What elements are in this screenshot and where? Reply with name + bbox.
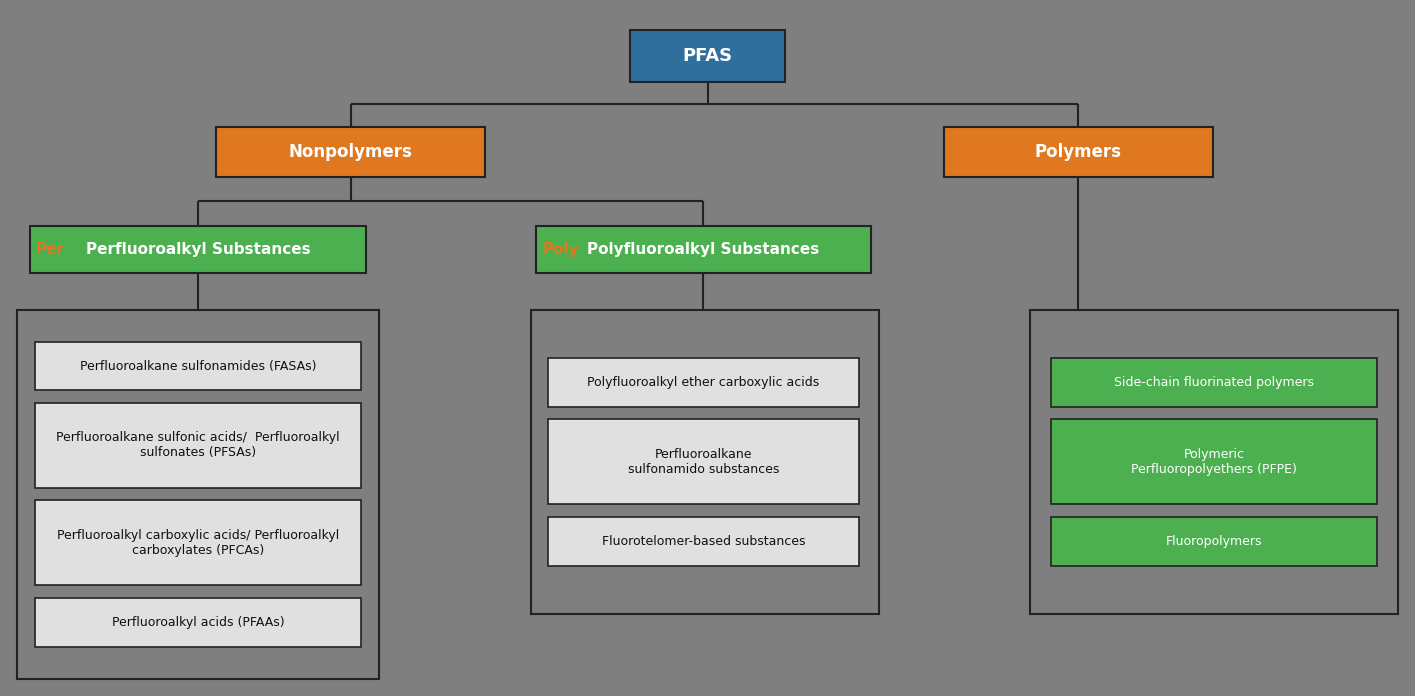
Text: Nonpolymers: Nonpolymers [289, 143, 413, 161]
FancyBboxPatch shape [35, 403, 361, 488]
FancyBboxPatch shape [35, 598, 361, 647]
Text: PFAS: PFAS [682, 47, 733, 65]
Text: Perfluoroalkane
sulfonamido substances: Perfluoroalkane sulfonamido substances [628, 448, 778, 476]
Text: Polymers: Polymers [1034, 143, 1122, 161]
FancyBboxPatch shape [535, 226, 870, 273]
Text: Poly: Poly [543, 242, 580, 257]
FancyBboxPatch shape [944, 127, 1213, 177]
FancyBboxPatch shape [1051, 419, 1377, 504]
FancyBboxPatch shape [548, 419, 859, 504]
FancyBboxPatch shape [630, 30, 785, 81]
FancyBboxPatch shape [31, 226, 365, 273]
FancyBboxPatch shape [548, 358, 859, 406]
Text: Polyfluoroalkyl ether carboxylic acids: Polyfluoroalkyl ether carboxylic acids [587, 376, 819, 389]
Text: Perfluoroalkyl Substances: Perfluoroalkyl Substances [86, 242, 310, 257]
Text: Perfluoroalkane sulfonic acids/  Perfluoroalkyl
sulfonates (PFSAs): Perfluoroalkane sulfonic acids/ Perfluor… [57, 432, 340, 459]
Text: Polyfluoroalkyl Substances: Polyfluoroalkyl Substances [587, 242, 819, 257]
Text: Perfluoroalkane sulfonamides (FASAs): Perfluoroalkane sulfonamides (FASAs) [79, 360, 317, 372]
FancyBboxPatch shape [35, 342, 361, 390]
FancyBboxPatch shape [1051, 358, 1377, 406]
FancyBboxPatch shape [1030, 310, 1398, 614]
FancyBboxPatch shape [548, 516, 859, 565]
FancyBboxPatch shape [17, 310, 379, 679]
Text: Fluorotelomer-based substances: Fluorotelomer-based substances [601, 535, 805, 548]
Text: Polymeric
Perfluoropolyethers (PFPE): Polymeric Perfluoropolyethers (PFPE) [1131, 448, 1298, 476]
FancyBboxPatch shape [216, 127, 485, 177]
Text: Perfluoroalkyl carboxylic acids/ Perfluoroalkyl
carboxylates (PFCAs): Perfluoroalkyl carboxylic acids/ Perfluo… [57, 529, 340, 557]
FancyBboxPatch shape [35, 500, 361, 585]
Text: Side-chain fluorinated polymers: Side-chain fluorinated polymers [1114, 376, 1315, 389]
Text: Perfluoroalkyl acids (PFAAs): Perfluoroalkyl acids (PFAAs) [112, 616, 284, 628]
Text: Per: Per [35, 242, 65, 257]
FancyBboxPatch shape [1051, 516, 1377, 565]
Text: Fluoropolymers: Fluoropolymers [1166, 535, 1262, 548]
FancyBboxPatch shape [531, 310, 879, 614]
